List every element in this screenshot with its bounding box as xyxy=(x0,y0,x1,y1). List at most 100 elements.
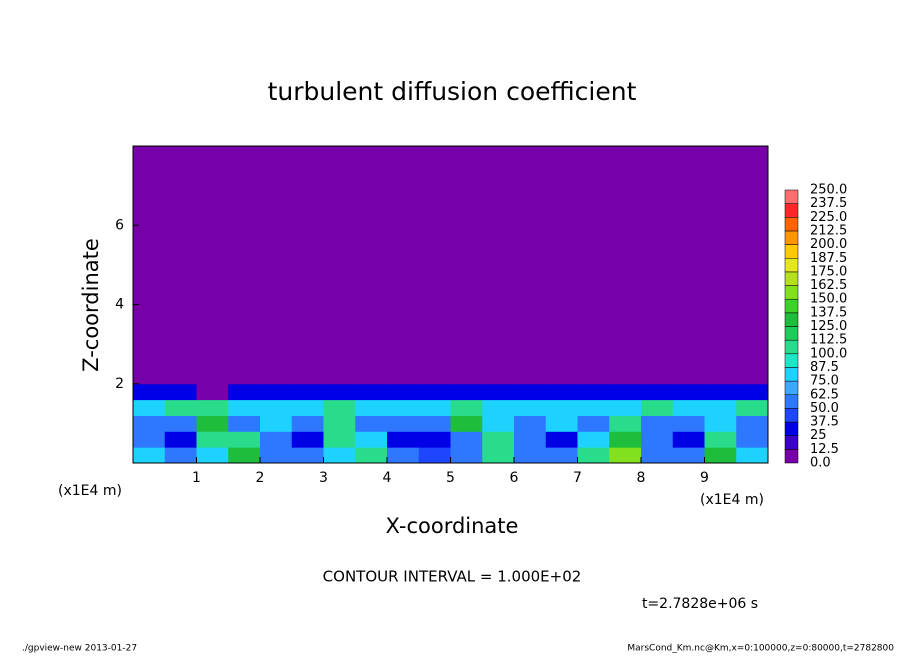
cell xyxy=(164,415,197,432)
x-tick-label: 2 xyxy=(256,470,265,486)
cell xyxy=(355,399,388,416)
cell xyxy=(228,415,261,432)
colorbar-band xyxy=(784,189,799,204)
colorbar-band xyxy=(784,380,799,396)
colorbar-label: 87.5 xyxy=(810,360,839,375)
colorbar-label: 187.5 xyxy=(810,251,847,266)
cell xyxy=(514,415,547,432)
colorbar-label: 50.0 xyxy=(810,401,839,416)
colorbar-label: 25 xyxy=(810,428,827,443)
cell xyxy=(482,431,515,448)
cell xyxy=(418,383,451,401)
cell xyxy=(133,383,166,401)
cell xyxy=(609,399,642,416)
cell xyxy=(133,415,166,432)
cell xyxy=(704,146,737,385)
cell xyxy=(133,146,166,385)
cell xyxy=(450,415,483,432)
y-tick-label: 4 xyxy=(115,297,124,313)
cell xyxy=(355,146,388,385)
cell xyxy=(577,415,610,432)
colorbar-band xyxy=(784,312,799,327)
cell xyxy=(196,431,229,448)
cell xyxy=(736,415,769,432)
colorbar-label: 175.0 xyxy=(810,264,847,279)
cell xyxy=(545,399,578,416)
colorbar-label: 200.0 xyxy=(810,237,847,252)
cell xyxy=(672,431,705,448)
cell xyxy=(482,447,515,464)
footer: MarsCond_Km.nc@Km,x=0:100000,z=0:80000,t… xyxy=(627,644,894,654)
cell xyxy=(323,431,356,448)
cell xyxy=(387,383,420,401)
colorbar-band xyxy=(784,217,799,232)
annotation: CONTOUR INTERVAL = 1.000E+02 xyxy=(323,568,582,586)
cell xyxy=(228,431,261,448)
cell xyxy=(260,447,293,464)
cell xyxy=(672,399,705,416)
cell xyxy=(577,399,610,416)
colorbar-label: 125.0 xyxy=(810,319,847,334)
cell xyxy=(514,431,547,448)
cell xyxy=(577,447,610,464)
cell xyxy=(196,383,229,401)
colorbar-band xyxy=(784,230,799,245)
cell xyxy=(736,447,769,464)
cell xyxy=(387,146,420,385)
colorbar-label: 112.5 xyxy=(810,333,847,348)
cell xyxy=(133,399,166,416)
colorbar-label: 12.5 xyxy=(810,442,839,457)
cell xyxy=(545,415,578,432)
colorbar-band xyxy=(784,298,799,314)
cell xyxy=(260,399,293,416)
cell xyxy=(355,383,388,401)
cell xyxy=(355,431,388,448)
cell xyxy=(355,415,388,432)
colorbar-label: 237.5 xyxy=(810,196,847,211)
y-unit: (x1E4 m) xyxy=(58,483,122,499)
cell xyxy=(418,447,451,464)
x-tick-label: 7 xyxy=(573,470,582,486)
cell xyxy=(736,383,769,401)
cell xyxy=(355,447,388,464)
cell xyxy=(545,383,578,401)
colorbar-label: 0.0 xyxy=(810,456,831,471)
cell xyxy=(641,447,674,464)
cell xyxy=(228,383,261,401)
colorbar-label: 225.0 xyxy=(810,210,847,225)
cell xyxy=(418,399,451,416)
x-tick-label: 4 xyxy=(383,470,392,486)
colorbar-band xyxy=(784,258,799,273)
cell xyxy=(482,146,515,385)
cell xyxy=(482,383,515,401)
cell xyxy=(291,146,324,385)
y-tick-label: 2 xyxy=(115,376,124,392)
colorbar-band xyxy=(784,339,799,355)
cell xyxy=(609,431,642,448)
cell xyxy=(418,146,451,385)
cell xyxy=(164,399,197,416)
colorbar-band xyxy=(784,271,799,286)
colorbar-label: 137.5 xyxy=(810,305,847,320)
x-tick-label: 1 xyxy=(192,470,201,486)
cell xyxy=(260,146,293,385)
cell xyxy=(196,146,229,385)
cell xyxy=(228,146,261,385)
cell xyxy=(291,447,324,464)
cell xyxy=(609,447,642,464)
chart-title: turbulent diffusion coefficient xyxy=(268,77,637,106)
cell xyxy=(387,447,420,464)
cell xyxy=(482,415,515,432)
cell xyxy=(641,383,674,401)
cell xyxy=(133,431,166,448)
cell xyxy=(260,383,293,401)
cell xyxy=(228,399,261,416)
footer: ./gpview-new 2013-01-27 xyxy=(22,644,137,654)
cell xyxy=(450,146,483,385)
colorbar-band xyxy=(784,285,799,300)
colorbar-label: 150.0 xyxy=(810,292,847,307)
cell xyxy=(704,383,737,401)
colorbar-band xyxy=(784,326,799,341)
cell xyxy=(641,399,674,416)
cell xyxy=(609,146,642,385)
